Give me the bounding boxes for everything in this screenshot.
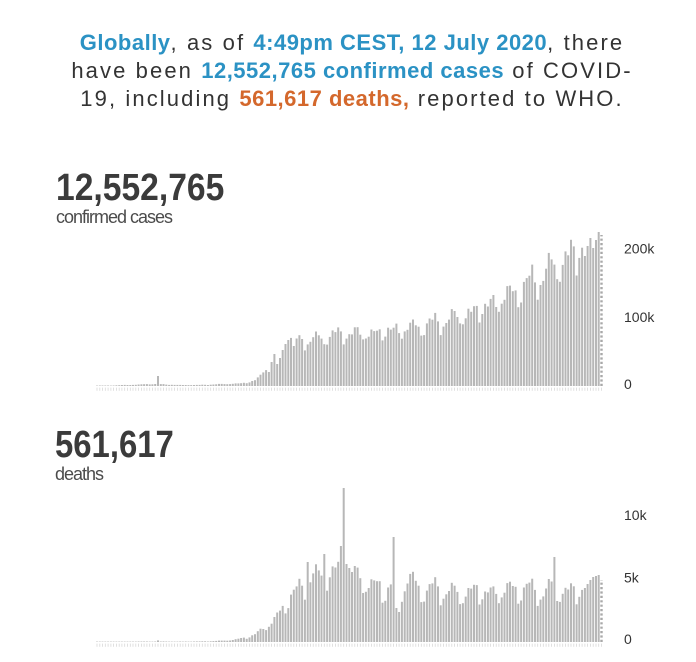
svg-text:0: 0 xyxy=(624,376,632,392)
svg-text:200k: 200k xyxy=(624,241,655,257)
svg-text:10k: 10k xyxy=(624,507,648,523)
svg-text:100k: 100k xyxy=(624,309,655,325)
svg-text:0: 0 xyxy=(624,631,632,647)
svg-text:5k: 5k xyxy=(624,570,640,586)
